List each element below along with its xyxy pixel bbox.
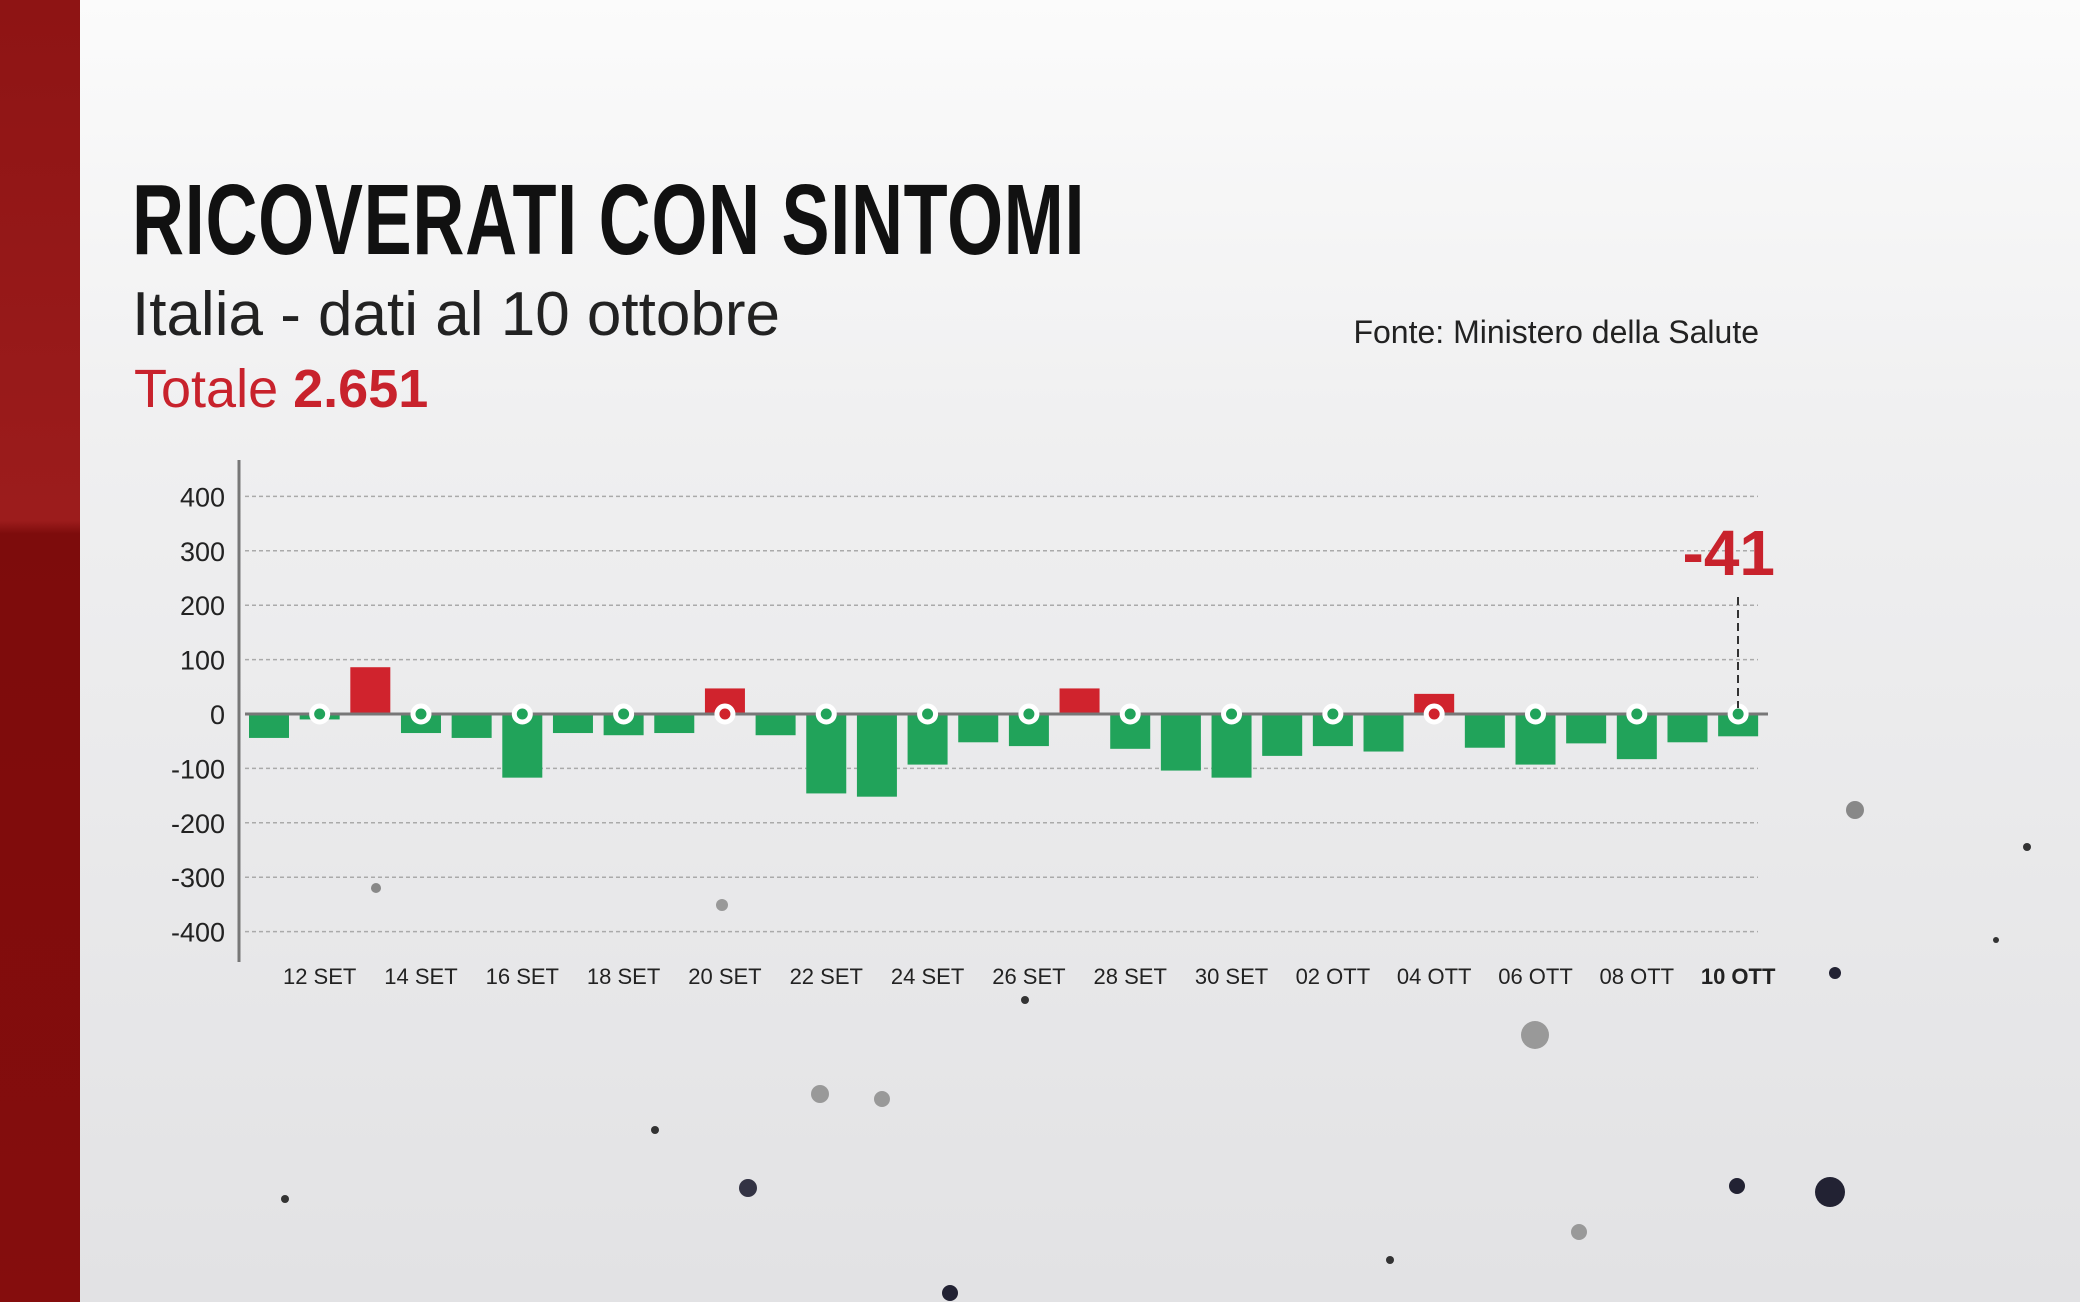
bar [958,714,999,743]
marker [309,703,331,725]
marker [917,703,939,725]
marker [714,703,736,725]
side-strip [0,0,80,1302]
annotation-value: -41 [1683,517,1776,589]
marker [511,703,533,725]
x-tick-label: 24 SET [891,964,964,989]
marker [410,703,432,725]
bar [1160,714,1201,771]
bar [1718,714,1759,737]
total-label: Totale [134,359,279,419]
total-value: 2.651 [293,359,429,419]
y-tick-label: 200 [180,591,225,621]
x-tick-label: 12 SET [283,964,356,989]
y-tick-label: -200 [171,809,225,839]
x-tick-label: 14 SET [384,964,457,989]
y-tick-labels: 400 300 200 100 0 -100 -200 -300 -400 [171,482,225,947]
marker [1525,703,1546,725]
total: Totale 2.651 [134,362,428,416]
marker [1423,703,1445,725]
bars [249,667,1759,797]
marker [613,703,635,725]
marker [1018,703,1040,725]
y-tick-label: -300 [171,863,225,893]
y-tick-label: 300 [180,537,225,567]
bar [755,714,796,736]
y-tick-label: -100 [171,754,225,784]
bar [1059,688,1100,714]
y-tick-label: -400 [171,918,225,948]
y-tick-label: 400 [180,482,225,512]
marker [1727,703,1749,725]
source: Fonte: Ministero della Salute [1353,314,1759,350]
bar [654,714,695,734]
bar [1363,714,1404,752]
x-tick-label: 20 SET [688,964,761,989]
bar [1464,714,1505,748]
x-tick-label: 28 SET [1094,964,1167,989]
x-tick-label: 22 SET [790,964,863,989]
subtitle: Italia - dati al 10 ottobre [132,280,780,349]
bar [502,714,543,778]
marker [1322,703,1344,725]
marker [1119,703,1141,725]
markers [309,703,1749,725]
bar [1211,714,1252,778]
marker [1221,703,1243,725]
y-tick-label: 0 [210,700,225,730]
bar [1667,714,1708,743]
x-tick-label: 10 OTT [1701,964,1776,989]
bar [451,714,492,738]
gridlines [245,495,1758,933]
x-tick-label: 30 SET [1195,964,1268,989]
bar [1566,714,1607,744]
bar [1262,714,1303,756]
marker [1626,703,1648,725]
bar [249,714,289,738]
x-tick-label: 08 OTT [1600,964,1675,989]
x-tick-label: 18 SET [587,964,660,989]
marker [815,703,837,725]
bar [856,714,897,797]
y-tick-label: 100 [180,646,225,676]
bar [350,667,391,714]
x-tick-label: 26 SET [992,964,1065,989]
bar [552,714,593,734]
x-tick-label: 16 SET [486,964,559,989]
background-dots [281,801,2031,1301]
x-tick-label: 02 OTT [1296,964,1371,989]
x-tick-label: 04 OTT [1397,964,1472,989]
bar [603,714,644,736]
x-tick-labels: 12 SET 14 SET 16 SET 18 SET 20 SET 22 SET 24 S… [283,964,1776,989]
page-title: RICOVERATI CON SINTOMI [132,164,1086,276]
x-tick-label: 06 OTT [1498,964,1573,989]
bar [806,714,847,794]
